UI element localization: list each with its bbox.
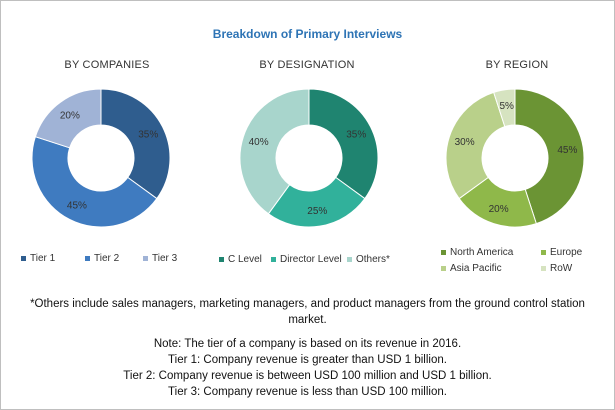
slice-label: 30% bbox=[455, 137, 475, 148]
donut-slice-north-america bbox=[514, 88, 585, 225]
legend-label: Director Level bbox=[280, 254, 342, 265]
legend-swatch bbox=[541, 250, 546, 255]
legend-swatch bbox=[143, 256, 148, 261]
legend-item: RoW bbox=[541, 263, 572, 274]
donut-slice-tier-3 bbox=[34, 88, 102, 149]
legend-label: Asia Pacific bbox=[450, 263, 502, 274]
chart-title: Breakdown of Primary Interviews bbox=[212, 27, 403, 41]
legend-swatch bbox=[347, 257, 352, 262]
panel-title-region: BY REGION bbox=[485, 59, 549, 71]
legend-item: Tier 3 bbox=[143, 253, 177, 264]
footnote-line-1: *Others include sales managers, marketin… bbox=[30, 298, 585, 310]
legend-label: Europe bbox=[550, 247, 583, 258]
slice-label: 20% bbox=[489, 204, 509, 215]
legend-item: Asia Pacific bbox=[441, 263, 502, 274]
footnote-line-2: market. bbox=[288, 314, 327, 326]
legend-swatch bbox=[441, 250, 446, 255]
donut-chart-designation: 35% 25% 40% bbox=[239, 88, 379, 228]
donut-chart-region: 45% 20% 30% 5% bbox=[445, 88, 585, 228]
legend-swatch bbox=[441, 266, 446, 271]
donut-slice-c-level bbox=[308, 88, 379, 200]
legend-label: North America bbox=[450, 247, 514, 258]
slice-label: 45% bbox=[557, 145, 577, 156]
legend-label: Tier 2 bbox=[94, 253, 120, 264]
legend-item: Director Level bbox=[271, 254, 342, 265]
slice-label: 20% bbox=[60, 111, 80, 122]
legend-swatch bbox=[271, 257, 276, 262]
panel-title-designation: BY DESIGNATION bbox=[259, 59, 355, 71]
slice-label: 40% bbox=[249, 137, 269, 148]
donut-slice-tier-1 bbox=[100, 88, 171, 200]
legend-label: Others* bbox=[356, 254, 390, 265]
legend-item: Tier 1 bbox=[21, 253, 55, 264]
slice-label: 35% bbox=[138, 129, 158, 140]
tier-notes: Note: The tier of a company is based on … bbox=[1, 336, 614, 400]
donut-slice-tier-2 bbox=[31, 136, 158, 228]
legend-swatch bbox=[541, 266, 546, 271]
slice-label: 5% bbox=[499, 101, 514, 112]
slice-label: 25% bbox=[307, 206, 327, 217]
donut-slice-asia-pacific bbox=[445, 91, 506, 200]
legend-item: C Level bbox=[219, 254, 262, 265]
legend-item: Others* bbox=[347, 254, 390, 265]
legend-item: Tier 2 bbox=[85, 253, 119, 264]
donut-slice-row bbox=[493, 88, 516, 128]
legend-swatch bbox=[85, 256, 90, 261]
donut-slice-director-level bbox=[267, 176, 366, 228]
slice-label: 45% bbox=[67, 201, 87, 212]
legend-label: RoW bbox=[550, 263, 573, 274]
note-line-1: Tier 1: Company revenue is greater than … bbox=[168, 354, 447, 366]
legend-item: North America bbox=[441, 247, 513, 258]
donut-chart-companies: 35% 45% 20% bbox=[31, 88, 171, 228]
note-line-2: Tier 2: Company revenue is between USD 1… bbox=[123, 370, 492, 382]
legend-swatch bbox=[21, 256, 26, 261]
note-line-3: Tier 3: Company revenue is less than USD… bbox=[168, 386, 447, 398]
legend-swatch bbox=[219, 257, 224, 262]
legend-label: C Level bbox=[228, 254, 262, 265]
note-line-0: Note: The tier of a company is based on … bbox=[153, 338, 462, 350]
legend-label: Tier 1 bbox=[30, 253, 56, 264]
footnote: *Others include sales managers, marketin… bbox=[1, 296, 614, 328]
donut-slice-others- bbox=[239, 88, 310, 215]
legend-item: Europe bbox=[541, 247, 582, 258]
panel-title-companies: BY COMPANIES bbox=[64, 59, 150, 71]
slice-label: 35% bbox=[346, 129, 366, 140]
legend-label: Tier 3 bbox=[152, 253, 178, 264]
